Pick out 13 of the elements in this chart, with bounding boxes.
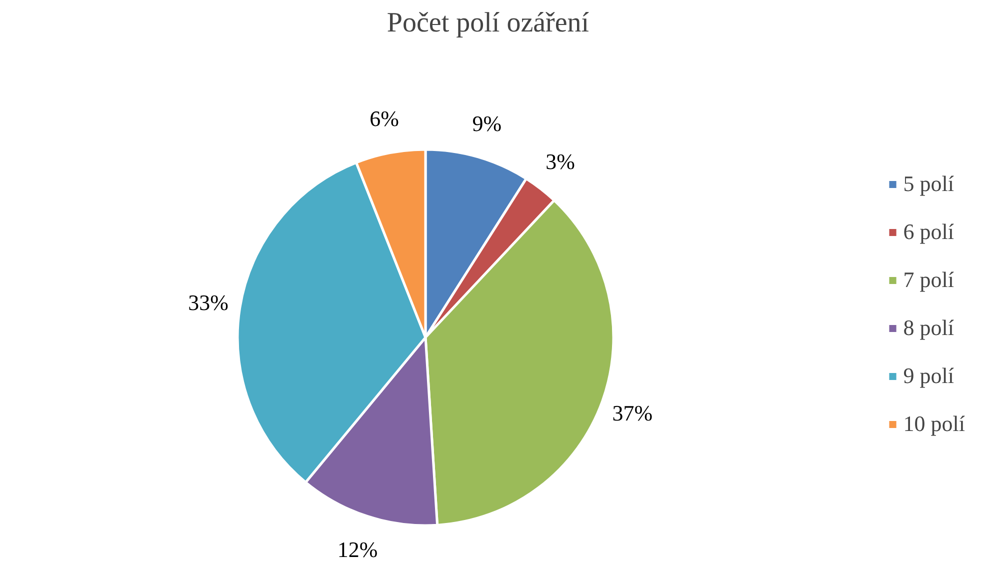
legend-label: 7 polí [903, 267, 954, 293]
data-label: 33% [188, 290, 228, 316]
data-label: 37% [612, 400, 653, 426]
legend-label: 6 polí [903, 219, 954, 245]
legend-label: 9 polí [903, 363, 954, 389]
data-label: 9% [472, 110, 502, 136]
chart-title: Počet polí ozáření [386, 8, 590, 38]
data-label: 3% [546, 148, 575, 174]
legend-label: 5 polí [903, 171, 954, 197]
legend-label: 8 polí [903, 315, 954, 341]
data-label: 6% [370, 106, 399, 131]
data-label: 12% [337, 536, 378, 562]
legend-label: 10 polí [903, 411, 965, 437]
